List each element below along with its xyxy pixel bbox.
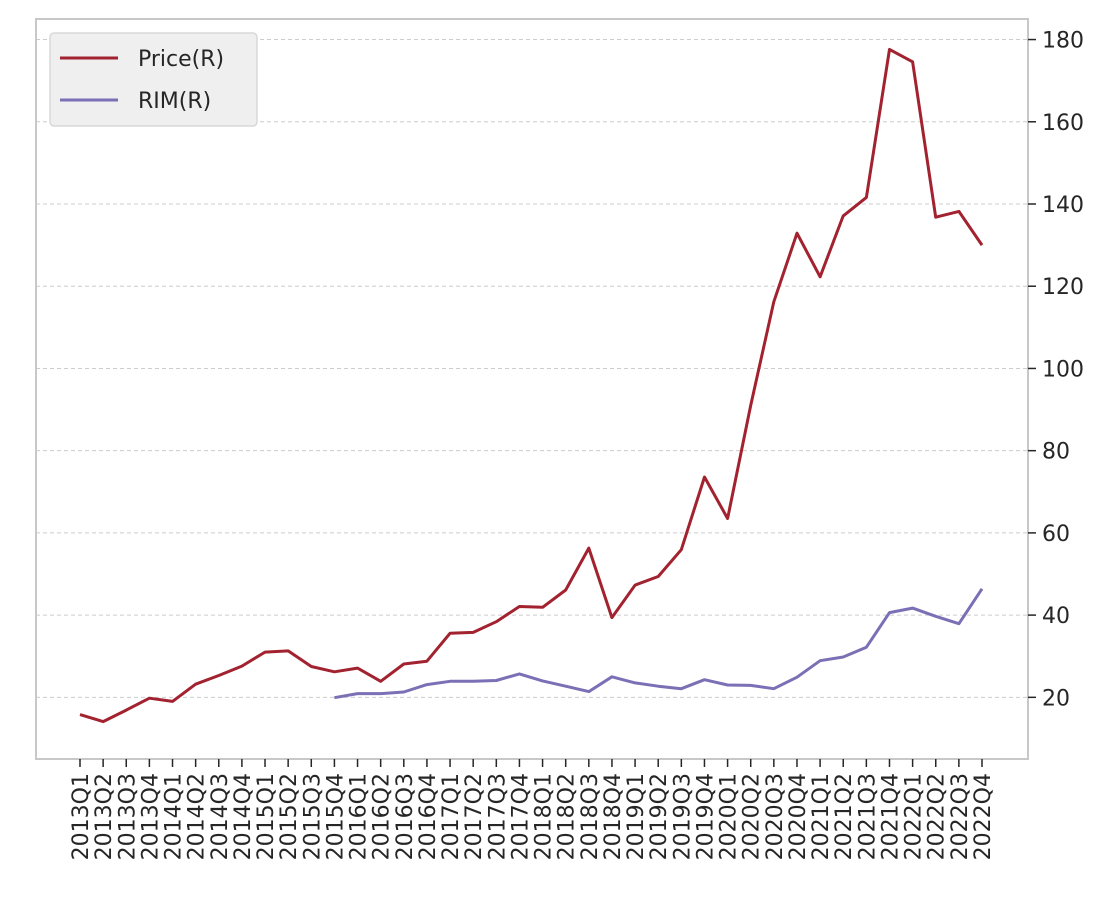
x-tick-label-2015Q4: 2015Q4 [323, 773, 348, 860]
x-tick-label-2014Q1: 2014Q1 [162, 773, 187, 860]
x-tick-label-2016Q2: 2016Q2 [370, 773, 395, 860]
plot-frame [35, 18, 1029, 760]
x-tick-label-2022Q4: 2022Q4 [971, 773, 996, 860]
legend-label-price: Price(R) [138, 47, 224, 72]
x-tick-label-2016Q4: 2016Q4 [416, 773, 441, 860]
legend-box [49, 32, 258, 127]
y-tick-label-180: 180 [1042, 29, 1084, 54]
x-tick-label-2022Q3: 2022Q3 [948, 773, 973, 860]
x-tick-label-2018Q3: 2018Q3 [578, 773, 603, 860]
series-line-price-r [79, 47, 984, 724]
x-tick-label-2017Q3: 2017Q3 [485, 773, 510, 860]
x-tick-label-2015Q3: 2015Q3 [300, 773, 325, 860]
x-tick-label-2016Q3: 2016Q3 [393, 773, 418, 860]
x-tick-label-2022Q2: 2022Q2 [925, 773, 950, 860]
x-tick-label-2021Q3: 2021Q3 [855, 773, 880, 860]
x-tick-label-2022Q1: 2022Q1 [902, 773, 927, 860]
y-tick-label-100: 100 [1042, 357, 1084, 382]
x-tick-label-2019Q2: 2019Q2 [647, 773, 672, 860]
x-axis: 2013Q12013Q22013Q32013Q42014Q12014Q22014… [69, 759, 996, 860]
y-tick-label-20: 20 [1042, 686, 1070, 711]
x-tick-label-2020Q4: 2020Q4 [786, 773, 811, 860]
x-tick-label-2017Q4: 2017Q4 [508, 773, 533, 860]
x-tick-label-2014Q3: 2014Q3 [208, 773, 233, 860]
x-tick-label-2019Q3: 2019Q3 [670, 773, 695, 860]
x-tick-label-2018Q1: 2018Q1 [532, 773, 557, 860]
x-tick-label-2018Q2: 2018Q2 [555, 773, 580, 860]
series-layer [79, 47, 984, 724]
x-tick-label-2015Q2: 2015Q2 [277, 773, 302, 860]
x-tick-label-2013Q4: 2013Q4 [138, 773, 163, 860]
x-tick-label-2013Q3: 2013Q3 [115, 773, 140, 860]
x-tick-label-2019Q4: 2019Q4 [693, 773, 718, 860]
x-tick-label-2013Q1: 2013Q1 [69, 773, 94, 860]
x-tick-label-2021Q1: 2021Q1 [809, 773, 834, 860]
x-tick-label-2015Q1: 2015Q1 [254, 773, 279, 860]
legend-label-rim: RIM(R) [138, 89, 211, 114]
x-tick-label-2014Q4: 2014Q4 [231, 773, 256, 860]
x-tick-label-2019Q1: 2019Q1 [624, 773, 649, 860]
legend: Price(R) RIM(R) [49, 32, 258, 127]
x-tick-label-2016Q1: 2016Q1 [347, 773, 372, 860]
y-tick-label-60: 60 [1042, 522, 1070, 547]
y-tick-label-160: 160 [1042, 111, 1084, 136]
x-tick-label-2021Q4: 2021Q4 [878, 773, 903, 860]
x-tick-label-2014Q2: 2014Q2 [185, 773, 210, 860]
x-tick-label-2020Q2: 2020Q2 [740, 773, 765, 860]
x-tick-label-2013Q2: 2013Q2 [92, 773, 117, 860]
x-tick-label-2021Q2: 2021Q2 [832, 773, 857, 860]
series-line-rim-r [334, 587, 984, 700]
x-tick-label-2020Q1: 2020Q1 [717, 773, 742, 860]
x-tick-label-2017Q1: 2017Q1 [439, 773, 464, 860]
x-tick-label-2020Q3: 2020Q3 [763, 773, 788, 860]
gridlines [36, 39, 1028, 698]
x-tick-label-2017Q2: 2017Q2 [462, 773, 487, 860]
y-tick-label-140: 140 [1042, 193, 1084, 218]
y-tick-label-80: 80 [1042, 440, 1070, 465]
y-tick-label-120: 120 [1042, 275, 1084, 300]
y-axis: 20 40 60 80 100 120 140 160 180 [1028, 29, 1084, 711]
x-tick-label-2018Q4: 2018Q4 [601, 773, 626, 860]
y-tick-label-40: 40 [1042, 604, 1070, 629]
